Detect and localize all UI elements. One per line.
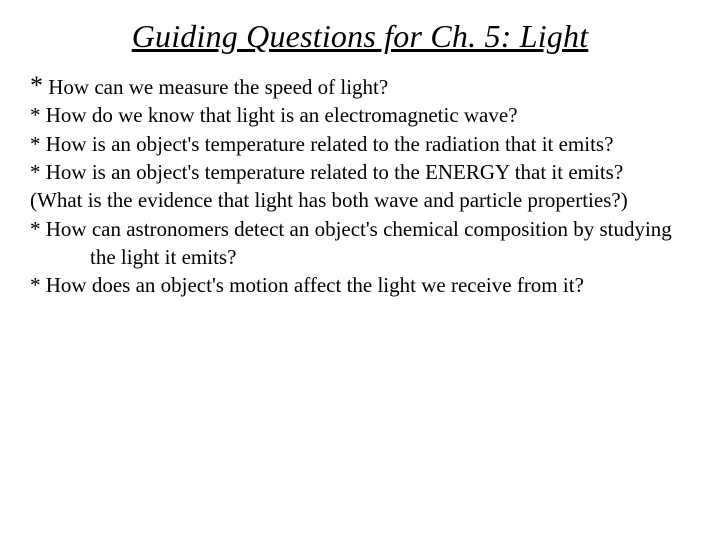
question-item: * How do we know that light is an electr…: [30, 101, 690, 129]
question-text: How can we measure the speed of light?: [43, 75, 388, 99]
questions-list: * How can we measure the speed of light?…: [30, 73, 690, 300]
bullet-asterisk: *: [30, 71, 43, 100]
question-item: * How does an object's motion affect the…: [30, 271, 690, 299]
page-title: Guiding Questions for Ch. 5: Light: [30, 18, 690, 55]
question-item: * How can astronomers detect an object's…: [30, 215, 690, 272]
question-item: * How can we measure the speed of light?: [30, 73, 690, 101]
question-item: * How is an object's temperature related…: [30, 130, 690, 158]
question-item: * How is an object's temperature related…: [30, 158, 690, 186]
question-item: (What is the evidence that light has bot…: [30, 186, 690, 214]
